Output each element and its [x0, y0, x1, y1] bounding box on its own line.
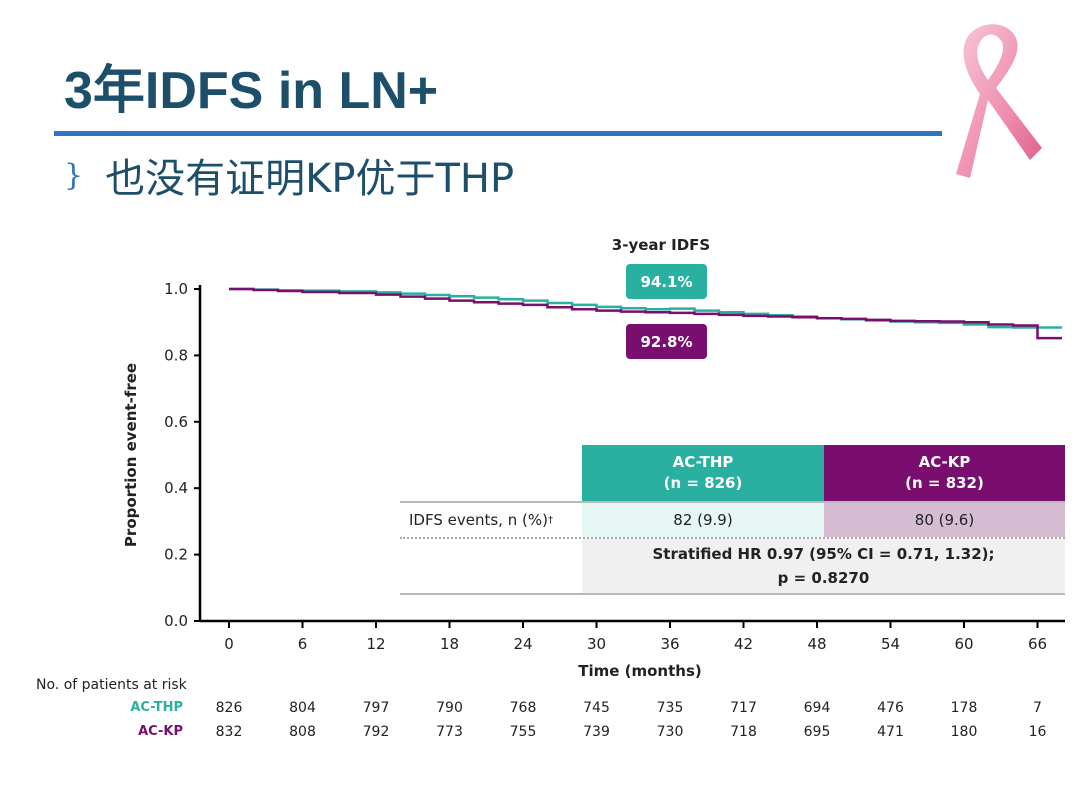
table-row-label: IDFS events, n (%) †: [409, 503, 579, 537]
risk-cell: 755: [509, 724, 537, 740]
risk-cell: 695: [803, 724, 831, 740]
risk-cell: 717: [730, 700, 757, 716]
y-tick-label: 0.6: [164, 413, 188, 431]
risk-cell: 178: [950, 700, 978, 716]
table-head-kp-n: (n = 832): [905, 474, 984, 492]
table-top-rule: [400, 501, 1065, 503]
risk-cell: 7: [1033, 700, 1042, 716]
x-tick-label: 48: [807, 635, 826, 653]
bullet-text: 也没有证明KP优于THP: [105, 156, 515, 202]
x-tick-label: 42: [734, 635, 753, 653]
bullet-mark: }: [64, 157, 84, 193]
table-head-thp-name: AC-THP: [672, 453, 734, 471]
y-tick-label: 0.8: [164, 346, 188, 364]
x-tick-label: 18: [440, 635, 459, 653]
x-tick-label: 60: [954, 635, 973, 653]
x-axis-title: Time (months): [578, 662, 702, 680]
table-head-thp: AC-THP (n = 826): [582, 445, 824, 501]
risk-cell: 471: [877, 724, 904, 740]
table-bottom-rule: [400, 593, 1065, 595]
pink-ribbon-icon: [956, 24, 1042, 178]
risk-cell: 808: [289, 724, 316, 740]
table-dotted-rule: [400, 537, 1065, 539]
table-row-label-sup: †: [547, 514, 553, 526]
risk-table-title: No. of patients at risk: [36, 677, 187, 693]
risk-cell: 739: [583, 724, 610, 740]
risk-cell: 730: [656, 724, 684, 740]
risk-cell: 790: [436, 700, 463, 716]
risk-cell: 826: [215, 700, 243, 716]
table-head-kp-name: AC-KP: [918, 453, 971, 471]
risk-row-label: AC-KP: [138, 724, 183, 739]
risk-cell: 804: [289, 700, 316, 716]
x-tick-label: 36: [660, 635, 679, 653]
x-tick-label: 66: [1028, 635, 1047, 653]
risk-cell: 735: [656, 700, 684, 716]
y-tick-label: 0.0: [164, 612, 188, 630]
risk-row-label: AC-THP: [130, 700, 183, 715]
idfs-label-box: [626, 324, 707, 359]
idfs-label-box: [626, 264, 707, 299]
table-row-label-text: IDFS events, n (%): [409, 511, 548, 529]
chart-title: 3-year IDFS: [612, 236, 710, 254]
idfs-label-ac-thp: 94.1%: [626, 264, 707, 299]
risk-cell: 832: [215, 724, 243, 740]
risk-cell: 792: [362, 724, 390, 740]
y-tick-label: 0.4: [164, 479, 188, 497]
y-axis-title: Proportion event-free: [122, 363, 140, 547]
table-head-thp-n: (n = 826): [663, 474, 743, 492]
hazard-ratio-line1: Stratified HR 0.97 (95% CI = 0.71, 1.32)…: [652, 545, 995, 563]
x-tick-label: 30: [587, 635, 606, 653]
risk-cell: 476: [877, 700, 904, 716]
idfs-label-text: 92.8%: [640, 333, 692, 351]
y-tick-label: 1.0: [164, 280, 188, 298]
risk-cell: 16: [1028, 724, 1047, 740]
title-rule: [54, 131, 942, 136]
x-tick-label: 6: [298, 635, 308, 653]
x-tick-label: 12: [366, 635, 385, 653]
idfs-label-text: 94.1%: [640, 273, 692, 291]
risk-cell: 797: [362, 700, 390, 716]
risk-cell: 768: [509, 700, 537, 716]
table-cell-kp: 80 (9.6): [824, 503, 1065, 537]
y-tick-label: 0.2: [164, 546, 188, 564]
x-tick-label: 24: [513, 635, 532, 653]
risk-cell: 694: [803, 700, 831, 716]
bullet-row: } 也没有证明KP优于THP: [64, 150, 514, 202]
risk-cell: 745: [583, 700, 610, 716]
idfs-label-ac-kp: 92.8%: [626, 324, 707, 359]
risk-cell: 180: [950, 724, 978, 740]
km-curve-ac-kp: [229, 287, 1062, 340]
x-tick-label: 54: [881, 635, 900, 653]
slide-title: 3年IDFS in LN+: [64, 62, 439, 120]
x-tick-label: 0: [224, 635, 234, 653]
risk-cell: 718: [730, 724, 757, 740]
hazard-ratio-box: Stratified HR 0.97 (95% CI = 0.71, 1.32)…: [582, 539, 1065, 593]
table-cell-thp: 82 (9.9): [582, 503, 824, 537]
risk-cell: 773: [436, 724, 463, 740]
table-head-kp: AC-KP (n = 832): [824, 445, 1065, 501]
hazard-ratio-line2: p = 0.8270: [777, 569, 870, 587]
